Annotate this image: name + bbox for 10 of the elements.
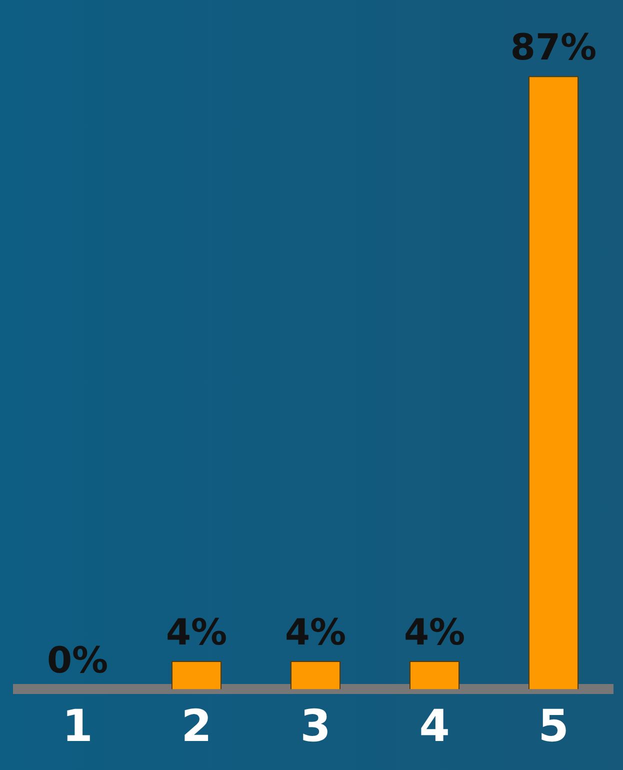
- x-tick-label: 1: [62, 701, 93, 752]
- x-tick-label: 4: [419, 701, 450, 752]
- x-tick-label: 3: [300, 701, 331, 752]
- data-label: 87%: [510, 28, 597, 68]
- data-label: 0%: [46, 640, 108, 682]
- x-tick-label: 2: [181, 701, 212, 752]
- x-tick-label: 5: [538, 701, 569, 752]
- data-label: 4%: [404, 612, 466, 654]
- data-label: 4%: [166, 612, 228, 654]
- data-label: 4%: [284, 612, 346, 654]
